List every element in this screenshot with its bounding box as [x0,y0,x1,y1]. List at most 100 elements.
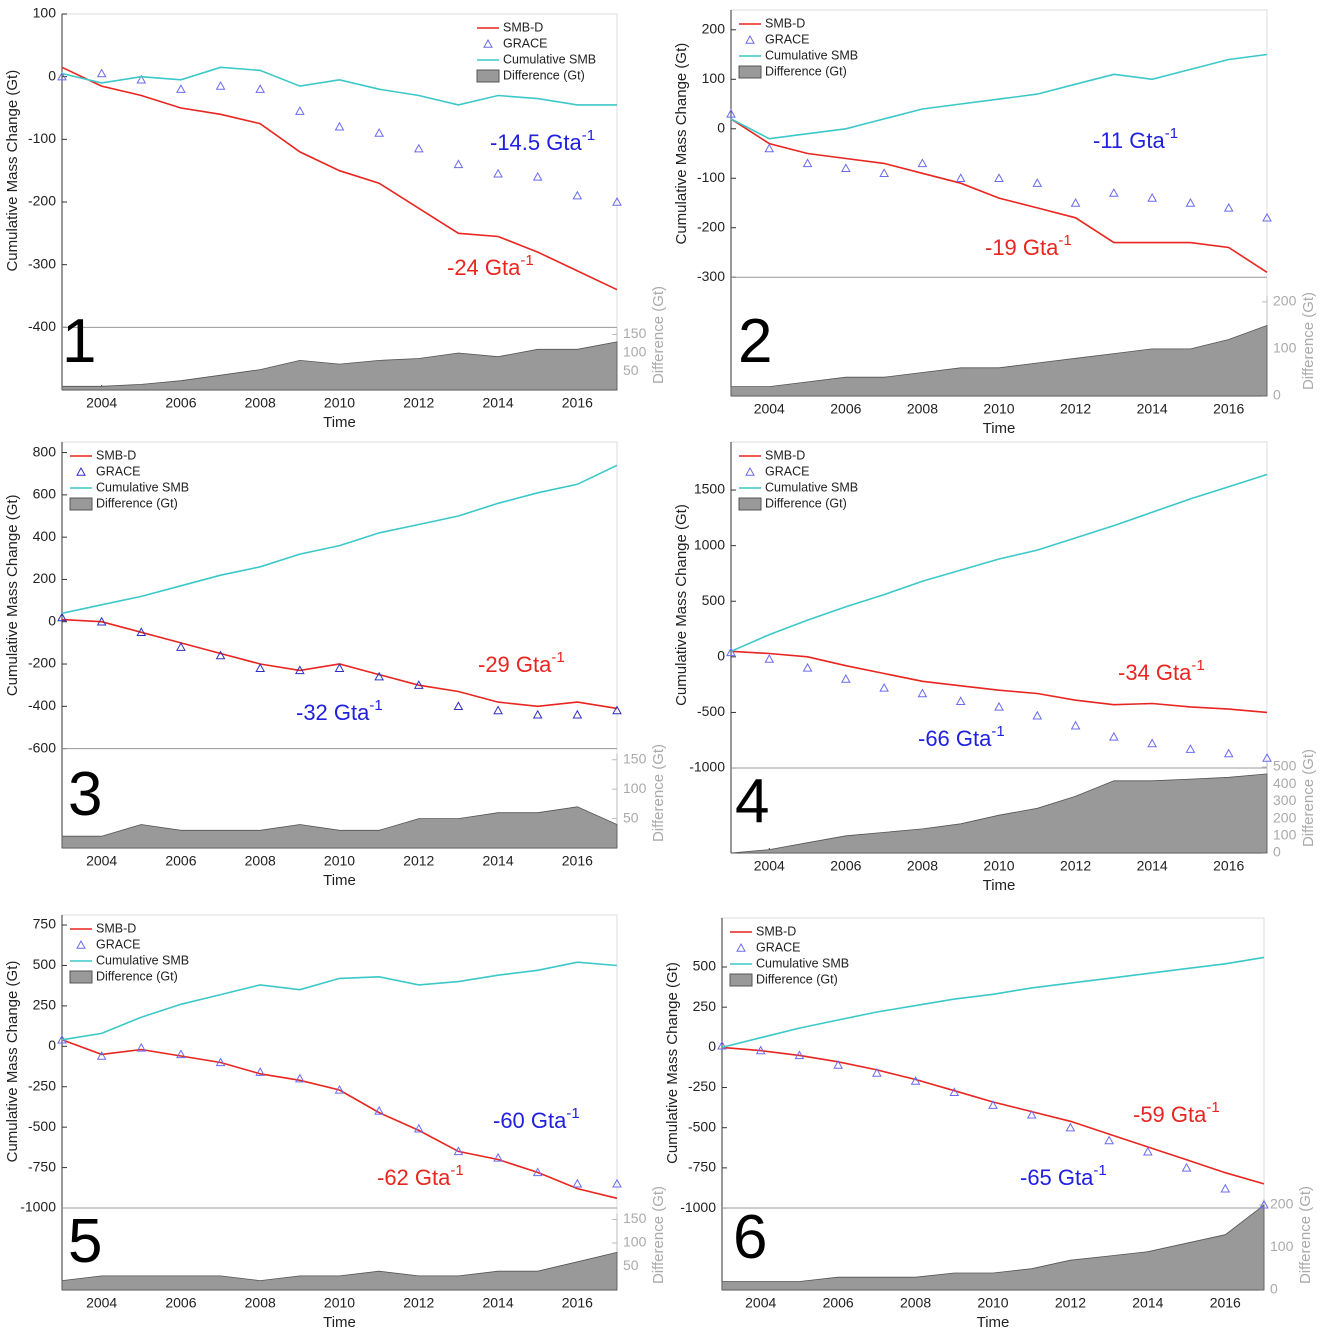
grace-point [833,1060,843,1069]
y-tick-label: 250 [693,998,717,1014]
rate-value: -62 Gta [377,1165,451,1190]
rate-annotation: -24 Gta-1 [447,252,534,280]
legend-label: Difference (Gt) [503,68,585,82]
grace-point [1109,731,1119,741]
grace-point [532,709,543,719]
y2-tick-label: 0 [1273,387,1281,403]
y-tick-label: -400 [28,697,56,713]
grace-point [176,84,186,93]
x-tick-label: 2016 [562,853,593,869]
rate-exponent: -1 [369,697,382,714]
y-tick-label: 750 [33,916,57,932]
y-tick-label: -300 [697,268,725,284]
grace-point [612,705,622,715]
rate-exponent: -1 [1165,125,1178,142]
series-line [61,961,618,1041]
x-tick-label: 2004 [86,1295,117,1311]
legend-label: SMB-D [96,448,136,462]
legend-label: Cumulative SMB [503,52,596,66]
grace-point [572,190,583,200]
grace-point [572,1178,583,1188]
grace-point [413,143,424,153]
rate-value: -32 Gta [296,700,370,725]
grace-point [176,642,186,651]
y-tick-label: 0 [48,1037,56,1053]
y-tick-label: -1000 [689,759,725,775]
grace-point [1070,197,1081,207]
x-tick-label: 2010 [983,858,1014,874]
y2-tick-label: 200 [1270,1196,1294,1212]
x-tick-label: 2010 [324,395,355,411]
grace-point [136,1042,147,1052]
legend-label: Cumulative SMB [96,953,189,967]
grace-point [493,705,503,715]
legend-label: SMB-D [765,16,805,30]
y-axis-label: Cumulative Mass Change (Gt) [673,43,690,245]
legend-label: Cumulative SMB [96,480,189,494]
rate-value: -19 Gta [985,235,1059,260]
x-tick-label: 2006 [830,858,861,874]
grace-point [1147,738,1157,748]
rate-exponent: -1 [991,723,1004,740]
y2-axis-label: Difference (Gt) [1297,1186,1314,1284]
grace-point [917,158,928,168]
panel-number: 6 [733,1203,767,1272]
rate-exponent: -1 [1206,1099,1219,1116]
rate-value: -24 Gta [447,255,521,280]
series-line [730,650,1268,714]
grace-point [255,1067,266,1076]
y-tick-label: 800 [33,443,57,459]
legend-swatch [736,942,746,952]
y-axis-label: Cumulative Mass Change (Gt) [664,962,681,1164]
grace-point [57,71,67,81]
x-tick-label: 2010 [977,1295,1008,1311]
y-tick-label: 250 [33,997,57,1013]
rate-annotation: -60 Gta-1 [493,1105,580,1133]
y2-tick-label: 50 [623,362,639,378]
grace-point [802,158,813,168]
legend-label: GRACE [96,937,140,951]
rate-annotation: -14.5 Gta-1 [490,127,595,155]
y-tick-label: -200 [697,218,725,234]
y-tick-label: -1000 [20,1199,56,1215]
y2-tick-label: 150 [623,325,647,341]
rate-exponent: -1 [1058,232,1071,249]
grace-point [994,173,1004,182]
grace-point [1259,1199,1269,1209]
x-tick-label: 2010 [324,853,355,869]
grace-point [1032,178,1043,187]
grace-point [1147,193,1157,202]
grace-point [295,665,305,675]
grace-point [215,1057,226,1067]
grace-point [413,1123,424,1133]
panel-number: 4 [735,767,769,836]
x-tick-label: 2008 [245,395,276,411]
grace-point [334,1084,345,1094]
x-axis-label: Time [983,420,1016,437]
grace-point [1220,1183,1231,1193]
y2-tick-label: 150 [623,750,647,766]
difference-area [61,806,618,849]
panel: -1000 -750 -500 -250 0 250 500 0 100 200 2004 2006 2… [664,917,1314,1331]
legend-label: Difference (Gt) [96,496,178,510]
y2-axis-label: Difference (Gt) [650,286,667,384]
rate-value: -34 Gta [1118,660,1192,685]
grace-point [955,173,966,182]
rate-value: -59 Gta [1133,1102,1207,1127]
grace-point [1109,188,1119,197]
x-tick-label: 2014 [1137,401,1168,417]
y2-axis-label: Difference (Gt) [1300,292,1317,390]
grace-point [176,1049,186,1059]
rate-annotation: -11 Gta-1 [1093,125,1178,153]
legend-swatch [476,69,500,83]
y-tick-label: -600 [28,739,56,755]
rate-value: -65 Gta [1020,1165,1094,1190]
legend-swatch [729,973,753,987]
x-tick-label: 2014 [1132,1295,1163,1311]
y-tick-label: -400 [28,318,56,334]
difference-area [730,773,1268,854]
legend-label: GRACE [96,464,140,478]
y-tick-label: 200 [33,570,57,586]
legend-swatch [69,970,93,984]
x-tick-label: 2016 [1213,401,1244,417]
